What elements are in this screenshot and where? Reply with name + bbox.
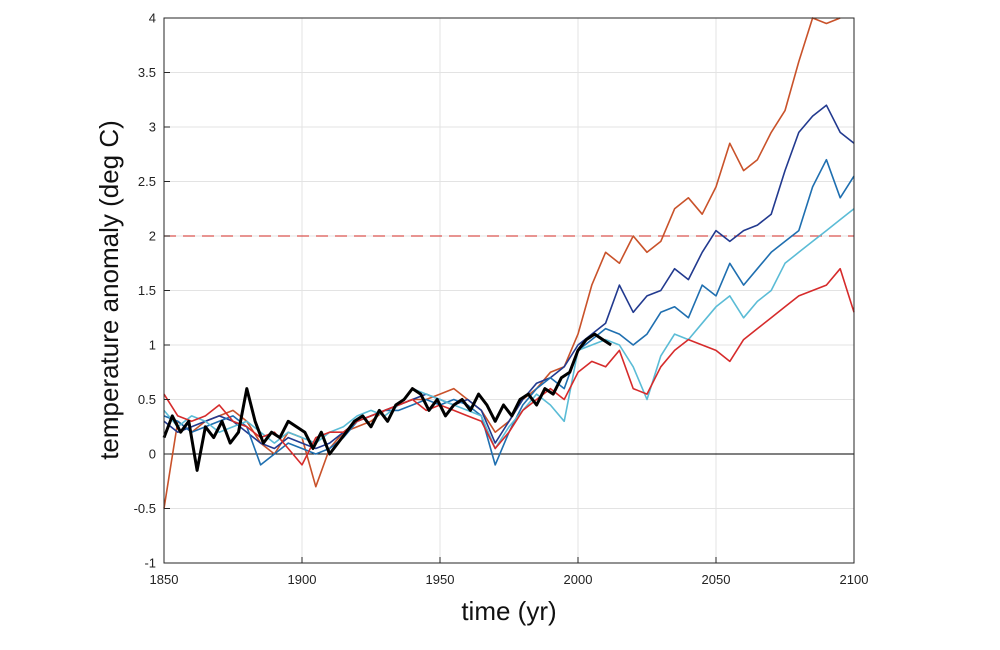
x-axis-ticks: 1850 1900 1950 2000 2050 2100 (150, 557, 869, 587)
x-tick-label: 1950 (426, 572, 455, 587)
y-tick-label: 4 (149, 11, 156, 26)
model-series-line (163, 208, 855, 450)
x-tick-label: 1850 (150, 572, 179, 587)
y-tick-label: 2.5 (138, 174, 156, 189)
x-tick-label: 2050 (702, 572, 731, 587)
y-tick-label: 3 (149, 120, 156, 135)
y-tick-label: 0 (149, 447, 156, 462)
reference-lines (164, 235, 854, 455)
y-tick-label: 1.5 (138, 283, 156, 298)
x-tick-label: 1900 (288, 572, 317, 587)
y-tick-label: 2 (149, 229, 156, 244)
observed-series-line (162, 332, 612, 472)
y-axis-title: temperature anomaly (deg C) (94, 120, 124, 460)
y-axis-ticks: -1 -0.5 0 0.5 1 1.5 2 2.5 3 3.5 4 (134, 11, 170, 571)
y-tick-label: 1 (149, 338, 156, 353)
y-tick-label: -1 (144, 556, 156, 571)
model-series-line (163, 104, 855, 450)
y-tick-label: 0.5 (138, 392, 156, 407)
x-axis-title: time (yr) (461, 596, 556, 626)
series-lines (162, 17, 855, 509)
x-tick-label: 2000 (564, 572, 593, 587)
x-tick-label: 2100 (840, 572, 869, 587)
model-series-line (163, 17, 841, 509)
y-tick-label: 3.5 (138, 65, 156, 80)
y-tick-label: -0.5 (134, 501, 156, 516)
